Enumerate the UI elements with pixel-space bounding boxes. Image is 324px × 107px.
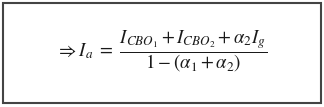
Text: $\Rightarrow I_a \ = \ \dfrac{I_{CBO_1}+I_{CBO_2}+\alpha_2 I_g}{1-(\alpha_1+\alp: $\Rightarrow I_a \ = \ \dfrac{I_{CBO_1}+… xyxy=(56,29,268,74)
FancyBboxPatch shape xyxy=(3,3,321,103)
